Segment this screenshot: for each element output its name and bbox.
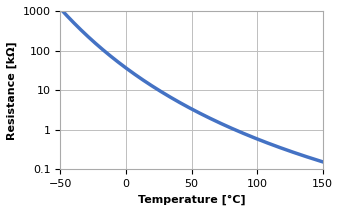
X-axis label: Temperature [°C]: Temperature [°C]: [138, 195, 245, 205]
Y-axis label: Resistance [kΩ]: Resistance [kΩ]: [7, 41, 17, 139]
